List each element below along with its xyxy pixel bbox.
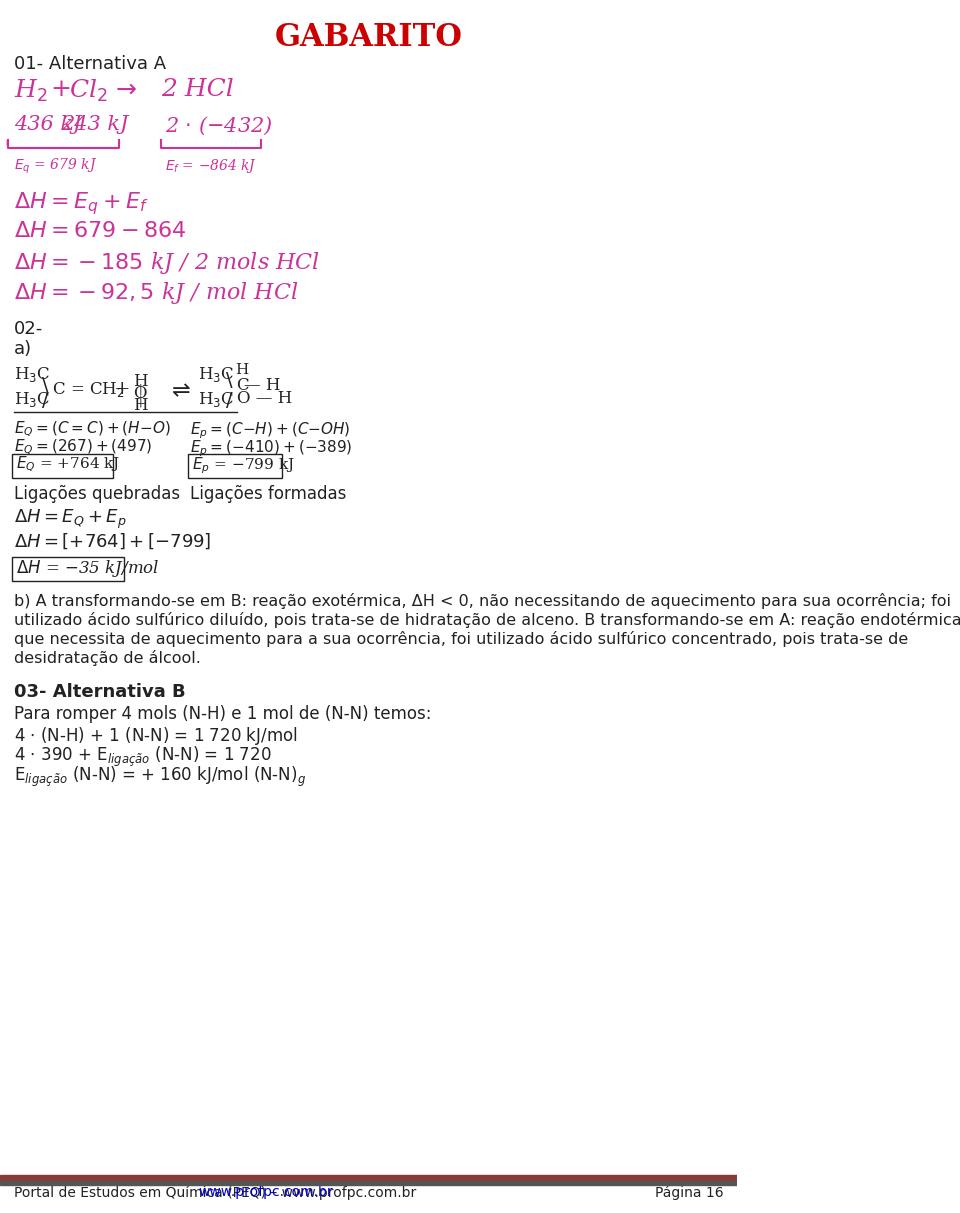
Text: $E_p = (-410) + (-389)$: $E_p = (-410) + (-389)$: [190, 438, 353, 459]
Text: $E_Q = (C{=}C) + (H{-}O)$: $E_Q = (C{=}C) + (H{-}O)$: [13, 420, 171, 439]
Text: b) A transformando-se em B: reação exotérmica, ΔH < 0, não necessitando de aquec: b) A transformando-se em B: reação exoté…: [13, 593, 950, 609]
Text: 2 $\cdot$ (−432): 2 $\cdot$ (−432): [165, 115, 273, 137]
Text: H: H: [132, 374, 148, 391]
Text: Portal de Estudos em Química (PEQ) – www.profpc.com.br: Portal de Estudos em Química (PEQ) – www…: [13, 1185, 416, 1200]
Text: $\rightleftharpoons$: $\rightleftharpoons$: [167, 380, 191, 402]
Text: $E_Q$ = +764 kJ: $E_Q$ = +764 kJ: [16, 455, 121, 474]
Text: $/$: $/$: [40, 391, 49, 410]
FancyBboxPatch shape: [188, 454, 282, 478]
Text: 243 kJ: 243 kJ: [61, 115, 129, 133]
Text: $\backslash$: $\backslash$: [225, 370, 233, 391]
Text: $E_p = (C{-}H) + (C{-}OH)$: $E_p = (C{-}H) + (C{-}OH)$: [190, 420, 351, 440]
Text: 4 $\cdot$ (N-H) + 1 (N-N) = 1 720 kJ/mol: 4 $\cdot$ (N-H) + 1 (N-N) = 1 720 kJ/mol: [13, 725, 298, 747]
Text: GABARITO: GABARITO: [275, 22, 463, 53]
Text: C = CH$_2$: C = CH$_2$: [52, 380, 125, 399]
Text: $\rightarrow$: $\rightarrow$: [111, 78, 138, 101]
Text: 4 $\cdot$ 390 + E$_{ligação}$ (N-N) = 1 720: 4 $\cdot$ 390 + E$_{ligação}$ (N-N) = 1 …: [13, 745, 272, 769]
Text: 436 kJ: 436 kJ: [13, 115, 82, 133]
Text: H$_3$C: H$_3$C: [13, 391, 50, 409]
Text: $\Delta H = -185$ kJ / 2 mols HCl: $\Delta H = -185$ kJ / 2 mols HCl: [13, 250, 320, 277]
Text: Ligações formadas: Ligações formadas: [190, 485, 347, 503]
Text: +: +: [113, 380, 131, 398]
Text: |: |: [139, 395, 143, 406]
Text: $/$: $/$: [225, 391, 233, 410]
Bar: [0, 1175, 737, 1181]
Text: Ligações quebradas: Ligações quebradas: [13, 485, 180, 503]
Text: www.profpc.com.br: www.profpc.com.br: [198, 1185, 333, 1198]
Text: a): a): [13, 340, 32, 358]
Text: $E_f$ = −864 kJ: $E_f$ = −864 kJ: [165, 156, 257, 175]
Text: $E_q$ = 679 kJ: $E_q$ = 679 kJ: [13, 156, 97, 176]
Text: $\Delta H$ = −35 kJ/mol: $\Delta H$ = −35 kJ/mol: [16, 558, 159, 579]
Text: H$_3$C: H$_3$C: [198, 365, 234, 385]
Text: H: H: [235, 363, 249, 377]
Text: que necessita de aquecimento para a sua ocorrência, foi utilizado ácido sulfúric: que necessita de aquecimento para a sua …: [13, 631, 908, 647]
Text: $E_p$ = −799 kJ: $E_p$ = −799 kJ: [192, 455, 295, 475]
Text: Página 16: Página 16: [655, 1185, 724, 1200]
Text: 03- Alternativa B: 03- Alternativa B: [13, 683, 185, 701]
Text: utilizado ácido sulfúrico diluído, pois trata-se de hidratação de alceno. B tran: utilizado ácido sulfúrico diluído, pois …: [13, 613, 960, 628]
FancyBboxPatch shape: [12, 454, 113, 478]
Text: |: |: [139, 383, 143, 394]
Text: $\backslash$: $\backslash$: [40, 375, 49, 395]
Text: — H: — H: [244, 377, 280, 394]
Text: H$_2$: H$_2$: [13, 78, 48, 104]
Text: C: C: [236, 377, 250, 394]
Text: $\Delta H = E_q + E_f$: $\Delta H = E_q + E_f$: [13, 190, 149, 217]
FancyBboxPatch shape: [12, 557, 125, 581]
Text: $\Delta H = [+764] + [-799]$: $\Delta H = [+764] + [-799]$: [13, 531, 211, 551]
Text: 02-: 02-: [13, 320, 43, 338]
Text: 01- Alternativa A: 01- Alternativa A: [13, 55, 166, 73]
Text: $\Delta H = -92,5$ kJ / mol HCl: $\Delta H = -92,5$ kJ / mol HCl: [13, 280, 299, 306]
Text: $\Delta H = E_Q + E_p$: $\Delta H = E_Q + E_p$: [13, 508, 127, 531]
Text: 2 HCl: 2 HCl: [161, 78, 234, 101]
Text: E$_{ligação}$ (N-N) = + 160 kJ/mol (N-N)$_g$: E$_{ligação}$ (N-N) = + 160 kJ/mol (N-N)…: [13, 765, 306, 790]
Text: $E_Q = (267) + (497)$: $E_Q = (267) + (497)$: [13, 438, 153, 457]
Text: O: O: [132, 385, 146, 402]
Text: Cl$_2$: Cl$_2$: [69, 78, 108, 104]
Text: H$_3$C: H$_3$C: [13, 365, 50, 385]
Bar: [0, 1181, 737, 1185]
Text: H$_3$C: H$_3$C: [198, 391, 234, 409]
Text: desidratação de álcool.: desidratação de álcool.: [13, 650, 201, 666]
Text: $\Delta H = 679 - 864$: $\Delta H = 679 - 864$: [13, 220, 186, 243]
Text: O — H: O — H: [236, 391, 292, 408]
Text: +: +: [50, 78, 71, 101]
Text: H: H: [132, 397, 148, 414]
Text: Para romper 4 mols (N-H) e 1 mol de (N-N) temos:: Para romper 4 mols (N-H) e 1 mol de (N-N…: [13, 705, 431, 723]
